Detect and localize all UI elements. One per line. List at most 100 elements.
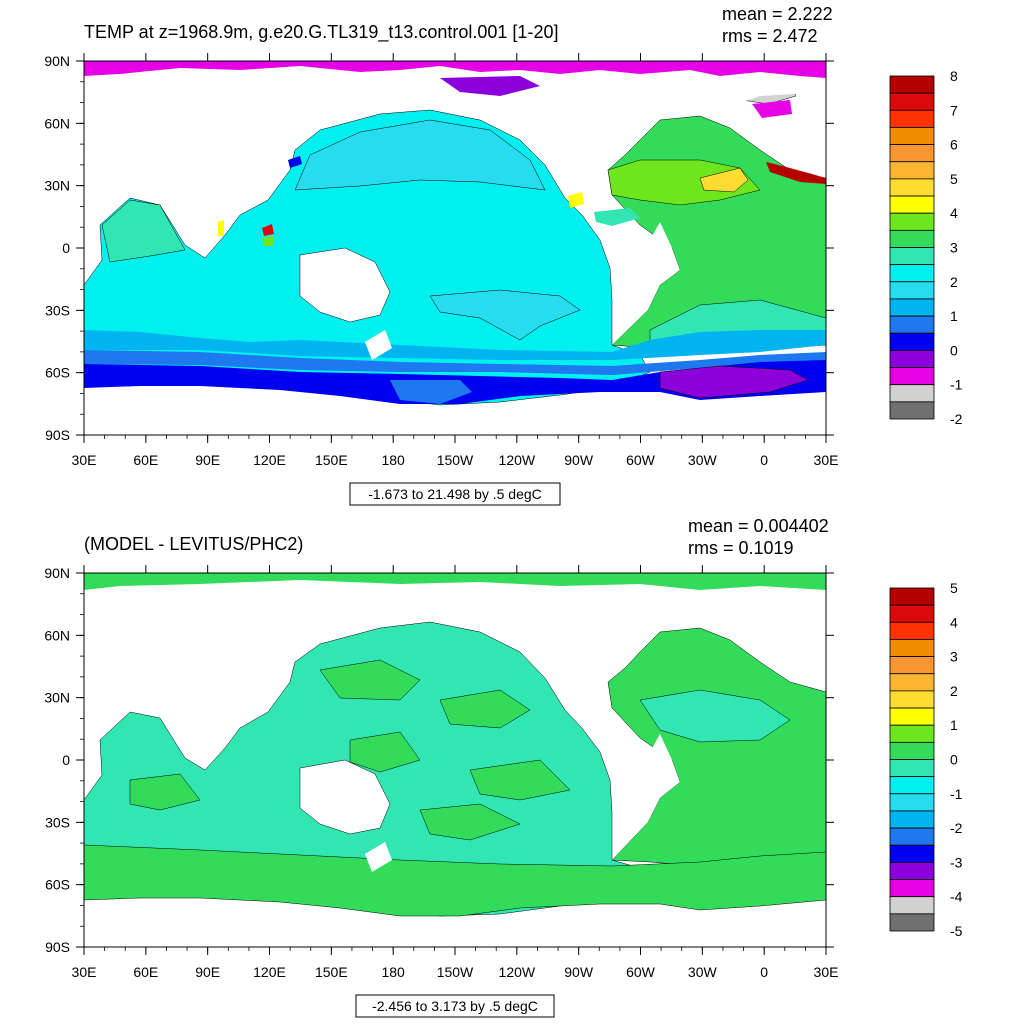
colorbar-swatch [889, 264, 935, 283]
colorbar-label: 4 [950, 205, 958, 221]
colorbar-label: -3 [950, 854, 963, 870]
lon-tick-label: 90W [564, 964, 594, 980]
lon-tick-label: 120W [499, 452, 536, 468]
colorbar-swatch [889, 827, 935, 846]
colorbar-label: -2 [950, 820, 963, 836]
colorbar-label: 5 [950, 171, 958, 187]
bottom-longitude-axis: 30E 60E 90E 120E 150E 180 150W 120W 90W 60W 30W 0 30… [72, 565, 839, 980]
bottom-mean-text: mean = 0.004402 [688, 516, 829, 536]
colorbar-swatch [889, 759, 935, 778]
lon-tick-label: 60E [133, 964, 158, 980]
colorbar-label: 3 [950, 649, 958, 665]
lon-tick-label: 30E [72, 964, 97, 980]
colorbar-label: 0 [950, 752, 958, 768]
top-range-box [349, 482, 561, 506]
lon-tick-label: 150E [315, 452, 348, 468]
bottom-pacific-green-patch-1 [319, 659, 421, 701]
top-ross-sea-blue [390, 380, 472, 404]
top-map-title: TEMP at z=1968.9m, g.e20.G.TL319_t13.con… [84, 22, 558, 43]
lat-tick-label: 90N [44, 565, 70, 581]
colorbar-swatch [889, 862, 935, 880]
colorbar-swatch [889, 724, 935, 743]
colorbar-label: -5 [950, 923, 963, 939]
lat-tick-label: 30N [44, 690, 70, 706]
top-arabian-yellow [218, 220, 224, 236]
top-canada-land-gap [560, 78, 826, 110]
lat-tick-label: 60N [44, 627, 70, 643]
lon-tick-label: 0 [760, 964, 768, 980]
colorbar-swatch [889, 844, 935, 863]
top-rms-text: rms = 2.472 [722, 26, 818, 46]
lon-tick-label: 30W [688, 964, 718, 980]
lat-tick-label: 30S [45, 814, 70, 830]
colorbar-label: 0 [950, 342, 958, 358]
colorbar-swatch [889, 127, 935, 145]
bottom-range-box [355, 994, 555, 1018]
top-new-zealand-land [365, 330, 392, 360]
colorbar-swatch [889, 656, 935, 675]
lon-tick-label: 60E [133, 452, 158, 468]
bottom-southern-ocean-green [83, 844, 827, 917]
lon-tick-label: 90E [195, 964, 220, 980]
top-southern-ocean-band-2 [84, 350, 826, 375]
colorbar-swatch [889, 298, 935, 317]
bottom-indian-green-patch [129, 773, 201, 811]
colorbar-swatch [889, 212, 935, 231]
lon-tick-label: 150E [315, 964, 348, 980]
top-mediterranean-yellow [699, 167, 749, 193]
colorbar-swatch [889, 707, 935, 726]
lat-tick-label: 30N [44, 178, 70, 194]
colorbar-swatch [889, 144, 935, 163]
colorbar-swatch [889, 741, 935, 760]
colorbar-swatch [889, 793, 935, 812]
top-map-panel: TEMP at z=1968.9m, g.e20.G.TL319_t13.con… [44, 4, 963, 506]
lat-tick-label: 30S [45, 302, 70, 318]
colorbar-swatch [889, 367, 935, 386]
top-north-pacific-light [294, 119, 546, 191]
colorbar-label: -1 [950, 377, 963, 393]
colorbar-swatch [889, 315, 935, 334]
colorbar-label: 4 [950, 614, 958, 630]
lon-tick-label: 180 [381, 964, 405, 980]
colorbar-swatch [889, 639, 935, 658]
bottom-arctic-ocean [84, 573, 826, 590]
lon-tick-label: 30E [814, 964, 839, 980]
colorbar-swatch [889, 384, 935, 403]
top-south-pacific-blob [429, 289, 581, 341]
bottom-north-atlantic-teal [639, 689, 791, 743]
colorbar-swatch [889, 75, 935, 94]
lon-tick-label: 120E [253, 452, 286, 468]
colorbar-swatch [889, 621, 935, 640]
colorbar-swatch [889, 178, 935, 197]
top-latitude-axis: 90N 60N 30N 0 30S 60S 90S [44, 53, 834, 443]
lat-tick-label: 60S [45, 365, 70, 381]
colorbar-swatch [889, 92, 935, 111]
top-range-label: -1.673 to 21.498 by .5 degC [368, 486, 542, 502]
top-gulf-mexico-yellow [568, 192, 584, 208]
top-ocean-field [83, 61, 827, 406]
top-nordic-magenta [752, 100, 792, 118]
lat-tick-label: 60N [44, 115, 70, 131]
lon-tick-label: 60W [626, 964, 656, 980]
colorbar-label: 5 [950, 580, 958, 596]
top-ross-weddell-purple [659, 365, 809, 399]
lat-tick-label: 0 [62, 240, 70, 256]
colorbar-swatch [889, 604, 935, 623]
lat-tick-label: 0 [62, 752, 70, 768]
colorbar-swatch [889, 896, 935, 915]
colorbar-label: -2 [950, 411, 963, 427]
bottom-new-zealand-land [365, 842, 392, 872]
colorbar-swatch [889, 195, 935, 214]
lon-tick-label: 120E [253, 964, 286, 980]
colorbar-swatch [889, 673, 935, 692]
lon-tick-label: 60W [626, 452, 656, 468]
colorbar-swatch [889, 332, 935, 351]
colorbar-label: 2 [950, 683, 958, 699]
top-persian-red [262, 224, 274, 236]
lon-tick-label: 150W [437, 964, 474, 980]
bottom-rms-text: rms = 0.1019 [688, 538, 794, 558]
colorbar-swatch [889, 690, 935, 709]
top-australia-land [299, 247, 391, 323]
bottom-pacific-green-patch-2 [439, 689, 531, 729]
top-southern-ocean-band-1 [84, 330, 826, 360]
